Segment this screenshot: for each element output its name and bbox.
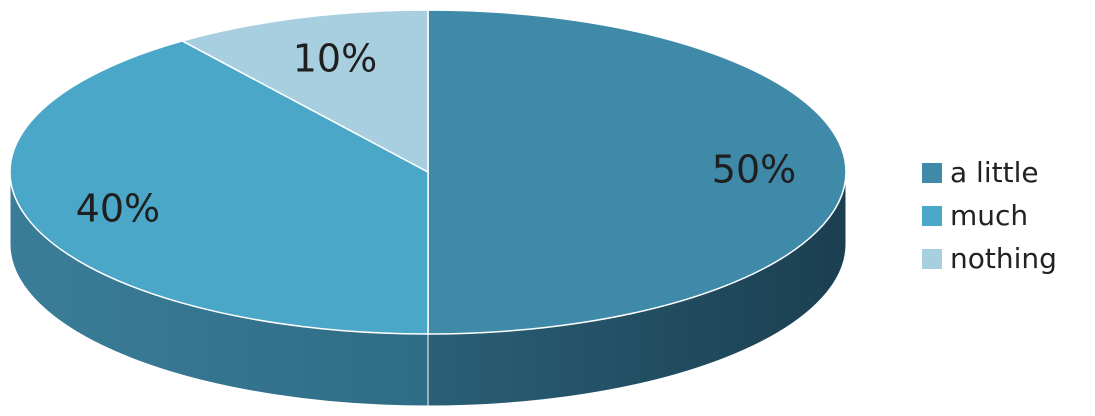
legend-swatch-a-little [922, 162, 942, 183]
legend-item-a-little: a little [922, 156, 1092, 189]
pie-slice-much [9, 40, 429, 335]
pie-slice-a-little [427, 9, 847, 335]
legend-item-nothing: nothing [922, 242, 1092, 275]
data-label-a-little: 50% [712, 148, 796, 192]
pie-data-labels: 50% 40% 10% [76, 37, 797, 231]
legend-swatch-much [922, 205, 942, 226]
legend-item-much: much [922, 199, 1092, 232]
legend-label-nothing: nothing [950, 242, 1057, 275]
legend-swatch-nothing [922, 248, 942, 269]
legend: a little much nothing [922, 156, 1092, 289]
legend-label-much: much [950, 199, 1029, 232]
pie-slice-nothing [180, 9, 429, 174]
pie-slices [9, 9, 847, 335]
data-label-much: 40% [76, 187, 160, 231]
legend-label-a-little: a little [950, 156, 1039, 189]
data-label-nothing: 10% [293, 37, 377, 81]
